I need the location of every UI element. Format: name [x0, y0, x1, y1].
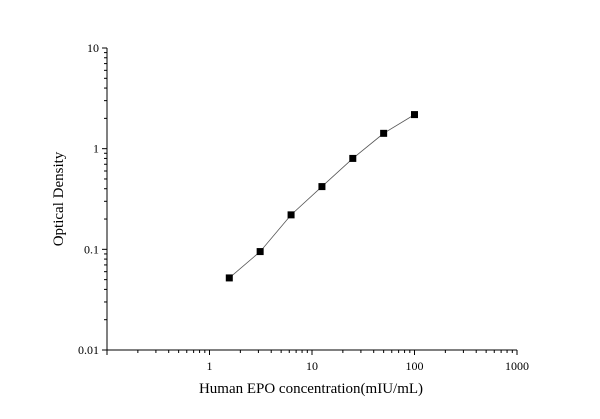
y-tick-label: 10: [87, 41, 99, 55]
data-point: [256, 248, 264, 256]
y-tick-label: 0.01: [78, 343, 99, 357]
x-tick-label: 10: [306, 359, 318, 373]
y-tick-label: 1: [93, 142, 99, 156]
data-point: [225, 274, 233, 282]
axes: [106, 48, 517, 351]
data-point: [411, 111, 418, 119]
axis-ticks: [102, 47, 518, 355]
data-point: [380, 129, 388, 137]
data-point: [287, 211, 295, 219]
data-points: [225, 111, 418, 282]
y-tick-label: 0.1: [84, 242, 99, 256]
x-tick-label: 1000: [505, 359, 529, 373]
x-axis-label: Human EPO concentration(mIU/mL): [199, 381, 423, 397]
x-tick-label: 100: [406, 359, 424, 373]
data-point: [318, 183, 326, 191]
tick-labels: 1 10 100 1000 0.01 0.1 1 10: [78, 41, 529, 373]
x-tick-label: 1: [207, 359, 213, 373]
y-axis-label: Optical Density: [51, 151, 67, 246]
data-point: [349, 154, 357, 162]
